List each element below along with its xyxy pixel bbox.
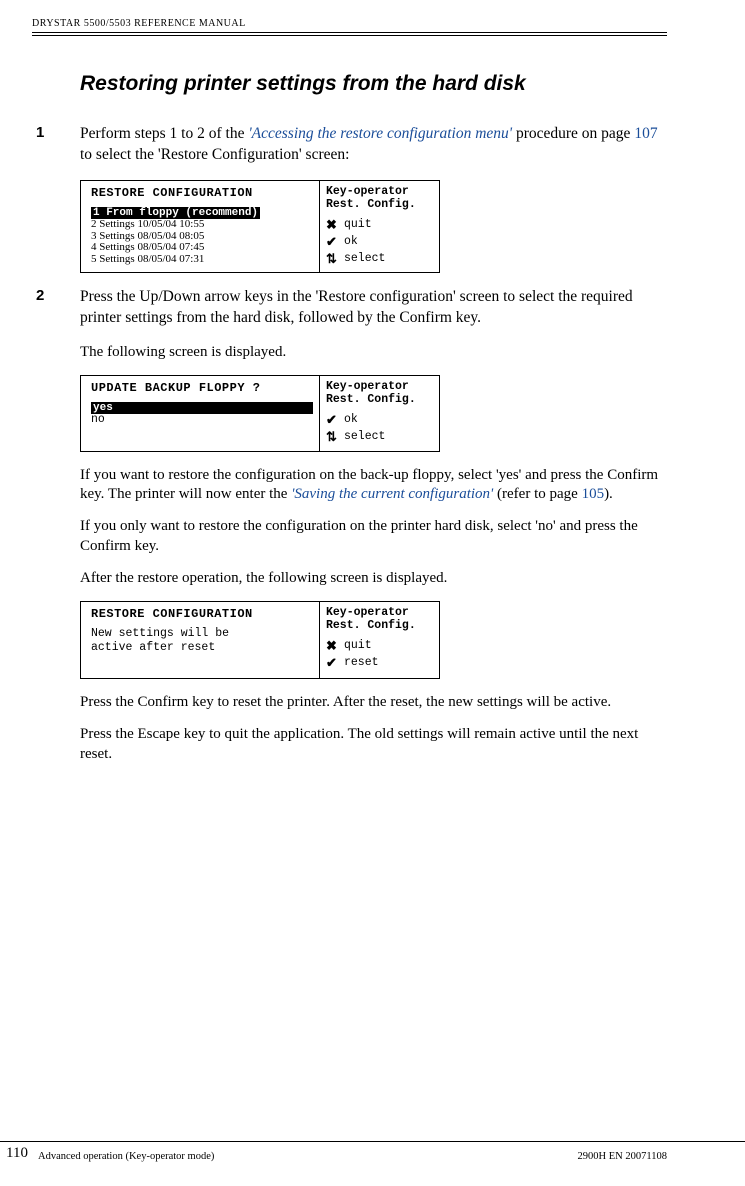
screen-left: RESTORE CONFIGURATION 1 From floppy (rec… [81,181,319,272]
text: procedure on page [512,125,634,142]
screen-left: UPDATE BACKUP FLOPPY ? yes no [81,376,319,451]
step-body: Press the Up/Down arrow keys in the 'Res… [80,287,667,329]
screen-right: Key-operator Rest. Config. ✖ quit ✔ reset [319,602,439,679]
paragraph: Press the Confirm key to reset the print… [80,693,667,713]
manual-header: DRYSTAR 5500/5503 REFERENCE MANUAL [32,18,667,29]
link-saving-config[interactable]: 'Saving the current configuration' [291,486,493,502]
paragraph: If you only want to restore the configur… [80,517,667,557]
option-select: ⇅ select [326,429,433,446]
option-reset: ✔ reset [326,655,433,672]
paragraph: Press the Escape key to quit the applica… [80,725,667,765]
footer-rule [0,1141,745,1142]
option-ok: ✔ ok [326,234,433,251]
text: ). [604,486,613,502]
paragraph: The following screen is displayed. [80,343,667,363]
text: (refer to page [493,486,581,502]
label: quit [344,218,372,233]
screen-title: RESTORE CONFIGURATION [91,187,315,200]
x-icon: ✖ [326,217,340,234]
option-select: ⇅ select [326,251,433,268]
header-rule [32,32,667,36]
screen-mode-header: Key-operator Rest. Config. [326,185,433,211]
link-page-105[interactable]: 105 [582,486,605,502]
section-title: Restoring printer settings from the hard… [80,72,667,96]
check-icon: ✔ [326,234,340,251]
message-line: New settings will be [91,627,315,641]
screen-right: Key-operator Rest. Config. ✖ quit ✔ ok ⇅ se… [319,181,439,272]
settings-line: 5 Settings 08/05/04 07:31 [91,254,315,266]
label: quit [344,639,372,654]
footer-section-title: Advanced operation (Key-operator mode) [38,1151,214,1162]
screen-right: Key-operator Rest. Config. ✔ ok ⇅ select [319,376,439,451]
step-number: 2 [32,287,80,329]
check-icon: ✔ [326,655,340,672]
arrows-icon: ⇅ [326,251,340,268]
label: select [344,252,385,267]
screen-restore-config-1: RESTORE CONFIGURATION 1 From floppy (rec… [80,180,440,273]
step-2: 2 Press the Up/Down arrow keys in the 'R… [32,287,667,329]
message-line: active after reset [91,641,315,655]
screen-update-backup: UPDATE BACKUP FLOPPY ? yes no Key-operat… [80,375,440,452]
text: to select the 'Restore Configuration' sc… [80,146,349,163]
label: select [344,430,385,445]
label: ok [344,235,358,250]
option-quit: ✖ quit [326,638,433,655]
screen-mode-header: Key-operator Rest. Config. [326,606,433,632]
check-icon: ✔ [326,412,340,429]
screen-title: RESTORE CONFIGURATION [91,608,315,621]
page-footer: 110 Advanced operation (Key-operator mod… [0,1141,745,1162]
label: ok [344,413,358,428]
step-number: 1 [32,124,80,166]
link-procedure[interactable]: 'Accessing the restore configuration men… [248,125,512,142]
step-1: 1 Perform steps 1 to 2 of the 'Accessing… [32,124,667,166]
screen-title: UPDATE BACKUP FLOPPY ? [91,382,315,395]
x-icon: ✖ [326,638,340,655]
selected-yes: yes [91,402,313,414]
text: Perform steps 1 to 2 of the [80,125,248,142]
screen-restore-config-2: RESTORE CONFIGURATION New settings will … [80,601,440,680]
link-page-107[interactable]: 107 [634,125,657,142]
option-ok: ✔ ok [326,412,433,429]
yes-option: yes [91,401,315,414]
screen-mode-header: Key-operator Rest. Config. [326,380,433,406]
paragraph: If you want to restore the configuration… [80,466,667,506]
paragraph: After the restore operation, the followi… [80,569,667,589]
label: reset [344,656,379,671]
arrows-icon: ⇅ [326,429,340,446]
footer-doc-id: 2900H EN 20071108 [578,1151,667,1162]
step-body: Perform steps 1 to 2 of the 'Accessing t… [80,124,667,166]
screen-left: RESTORE CONFIGURATION New settings will … [81,602,319,679]
option-quit: ✖ quit [326,217,433,234]
page-number: 110 [0,1145,32,1162]
no-option: no [91,414,315,427]
